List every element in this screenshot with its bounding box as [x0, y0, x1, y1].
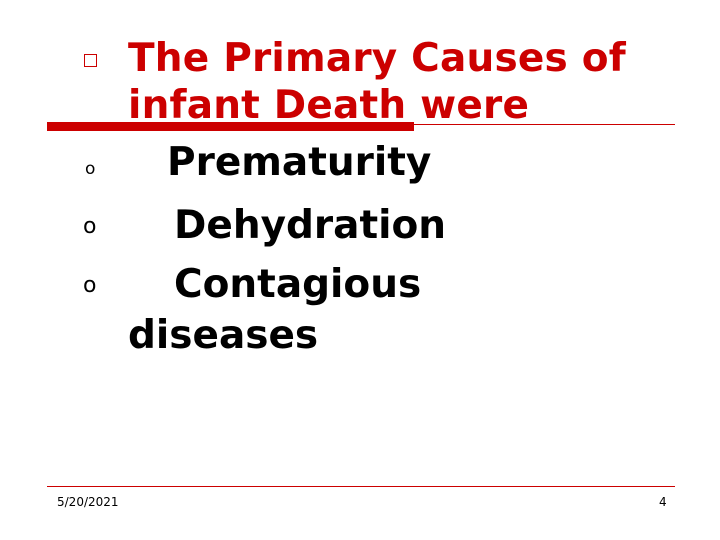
- hollow-square-icon: [84, 54, 97, 67]
- bullet-o-icon: o: [85, 159, 96, 179]
- title-line-1: The Primary Causes of: [128, 36, 626, 81]
- title-line-2: infant Death were: [128, 83, 530, 128]
- footer-date: 5/20/2021: [57, 495, 119, 509]
- footer-rule: [47, 486, 675, 487]
- list-item-dehydration: Dehydration: [174, 203, 447, 248]
- list-item-contagious-continuation: diseases: [128, 313, 319, 358]
- list-item-prematurity: Prematurity: [167, 140, 432, 185]
- page-number: 4: [659, 495, 667, 509]
- bullet-o-icon: o: [83, 214, 97, 239]
- bullet-o-icon: o: [83, 273, 97, 298]
- title-underline-thick: [47, 122, 414, 131]
- list-item-contagious: Contagious: [174, 262, 422, 307]
